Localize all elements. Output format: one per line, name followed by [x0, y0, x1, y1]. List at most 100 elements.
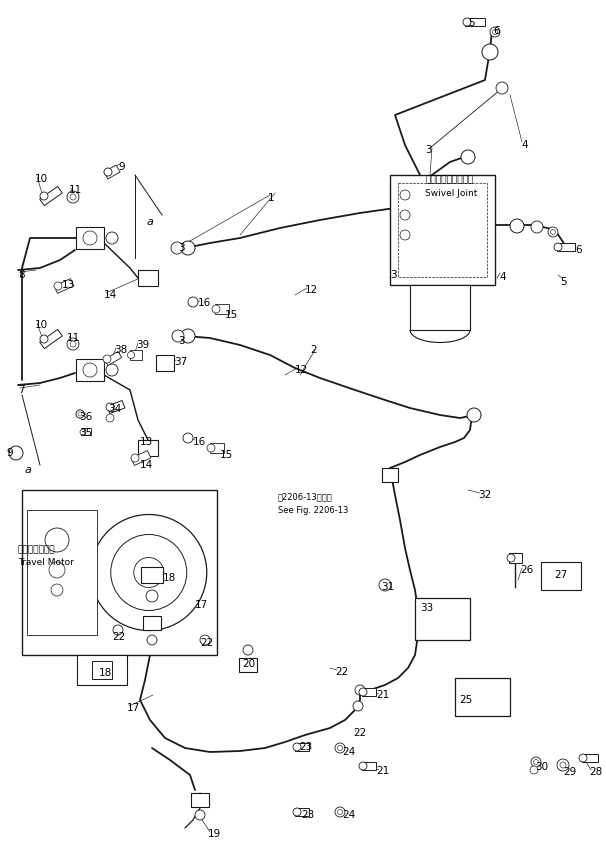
- Circle shape: [76, 410, 84, 418]
- Text: 16: 16: [198, 298, 211, 308]
- Circle shape: [78, 412, 82, 416]
- Bar: [76, 359, 104, 381]
- Circle shape: [9, 446, 23, 460]
- Text: 24: 24: [342, 747, 355, 757]
- Text: 23: 23: [299, 742, 312, 752]
- Circle shape: [113, 625, 123, 635]
- Circle shape: [338, 809, 342, 815]
- Text: 23: 23: [301, 810, 315, 820]
- Circle shape: [104, 168, 112, 176]
- Text: スイベルジョイント: スイベルジョイント: [425, 175, 473, 184]
- Text: 17: 17: [195, 600, 208, 610]
- Bar: [582, 754, 598, 762]
- Circle shape: [127, 351, 135, 358]
- Text: 4: 4: [521, 140, 528, 150]
- Text: 9: 9: [118, 162, 125, 172]
- Circle shape: [510, 219, 524, 233]
- Bar: [130, 350, 142, 360]
- Text: 5: 5: [468, 18, 474, 28]
- Circle shape: [106, 414, 114, 422]
- Text: 28: 28: [589, 767, 602, 777]
- Circle shape: [482, 44, 498, 60]
- Circle shape: [147, 635, 157, 645]
- Text: 13: 13: [140, 437, 153, 447]
- Circle shape: [49, 562, 65, 578]
- Text: 21: 21: [376, 690, 389, 700]
- Circle shape: [106, 232, 118, 244]
- Circle shape: [531, 221, 543, 233]
- Circle shape: [379, 579, 391, 591]
- Circle shape: [70, 341, 76, 347]
- Circle shape: [560, 762, 566, 768]
- Bar: [138, 440, 158, 456]
- Text: 6: 6: [575, 245, 582, 255]
- Bar: [22, 490, 217, 655]
- Text: 22: 22: [353, 728, 366, 738]
- Text: 10: 10: [35, 320, 48, 330]
- Text: 7: 7: [18, 385, 25, 395]
- Circle shape: [243, 645, 253, 655]
- Circle shape: [183, 433, 193, 443]
- Bar: [295, 808, 309, 816]
- Bar: [509, 553, 522, 563]
- Circle shape: [493, 29, 498, 34]
- Text: 26: 26: [520, 565, 533, 575]
- Circle shape: [83, 363, 97, 377]
- Circle shape: [554, 243, 562, 251]
- Text: 1: 1: [268, 193, 275, 203]
- Bar: [295, 743, 309, 751]
- Bar: [455, 678, 510, 716]
- Circle shape: [181, 329, 195, 343]
- Bar: [27, 510, 97, 635]
- Circle shape: [530, 766, 538, 774]
- Bar: [465, 18, 485, 26]
- Text: 15: 15: [220, 450, 233, 460]
- Bar: [76, 227, 104, 249]
- Circle shape: [550, 230, 556, 234]
- Bar: [104, 351, 122, 366]
- Circle shape: [200, 635, 210, 645]
- Circle shape: [548, 227, 558, 237]
- Bar: [156, 355, 174, 371]
- Circle shape: [293, 743, 301, 751]
- Bar: [410, 285, 470, 330]
- Bar: [390, 175, 495, 285]
- Text: 30: 30: [535, 762, 548, 772]
- Text: 22: 22: [335, 667, 348, 677]
- Circle shape: [106, 364, 118, 376]
- Bar: [54, 279, 74, 294]
- Circle shape: [171, 242, 183, 254]
- Text: 18: 18: [99, 668, 112, 678]
- Circle shape: [103, 355, 111, 363]
- Circle shape: [496, 82, 508, 94]
- Circle shape: [91, 515, 207, 630]
- Text: 22: 22: [112, 632, 125, 642]
- Text: 27: 27: [554, 570, 567, 580]
- Circle shape: [400, 230, 410, 240]
- Circle shape: [335, 743, 345, 753]
- Text: 19: 19: [208, 829, 221, 839]
- Circle shape: [531, 757, 541, 767]
- Circle shape: [359, 688, 367, 696]
- Circle shape: [400, 210, 410, 220]
- Text: 37: 37: [174, 357, 187, 367]
- Circle shape: [359, 762, 367, 770]
- Bar: [131, 450, 151, 466]
- Bar: [239, 658, 257, 672]
- Text: 38: 38: [114, 345, 127, 355]
- Text: 第2206-13図参照: 第2206-13図参照: [278, 492, 333, 501]
- Bar: [210, 443, 224, 453]
- Text: 12: 12: [295, 365, 308, 375]
- Text: 21: 21: [376, 766, 389, 776]
- Circle shape: [353, 701, 363, 711]
- Text: a: a: [147, 217, 154, 227]
- Text: Travel Motor: Travel Motor: [18, 558, 74, 567]
- Circle shape: [293, 808, 301, 816]
- Circle shape: [54, 282, 62, 290]
- Text: 3: 3: [178, 336, 185, 346]
- Text: 24: 24: [342, 810, 355, 820]
- Bar: [141, 567, 163, 583]
- Text: 16: 16: [193, 437, 206, 447]
- Circle shape: [40, 192, 48, 200]
- Text: See Fig. 2206-13: See Fig. 2206-13: [278, 506, 348, 515]
